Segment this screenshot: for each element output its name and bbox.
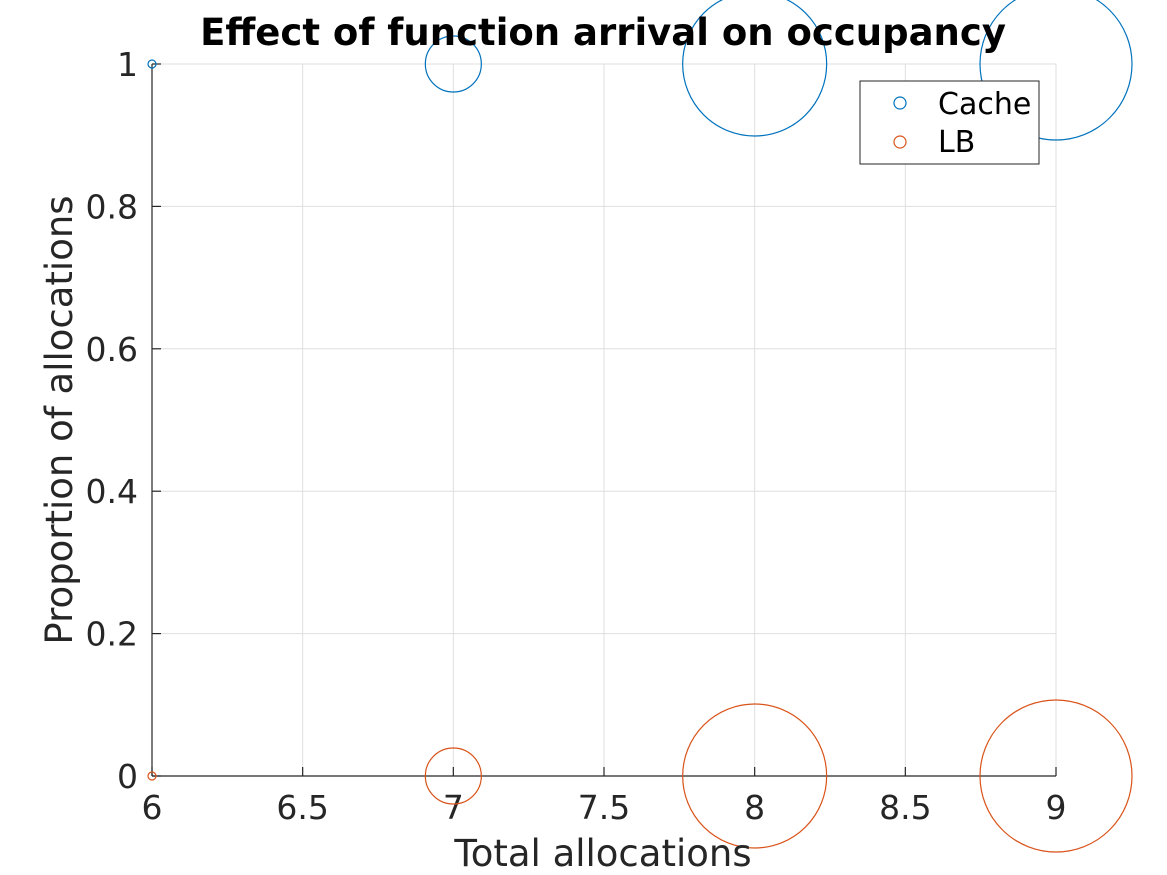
x-axis-label: Total allocations xyxy=(453,832,751,875)
x-tick-label: 6.5 xyxy=(276,788,328,827)
legend-box xyxy=(859,80,1040,165)
x-tick-label: 6 xyxy=(142,788,163,827)
legend-label-cache: Cache xyxy=(938,87,1031,122)
data-point-lb-0 xyxy=(147,771,157,781)
y-tick-label: 0.8 xyxy=(86,187,138,226)
data-marks xyxy=(147,0,1133,853)
y-tick-label: 0.4 xyxy=(86,472,138,511)
x-tick-label: 8 xyxy=(744,788,765,827)
data-point-cache-1 xyxy=(424,35,482,93)
axes xyxy=(151,63,1057,777)
data-point-lb-3 xyxy=(979,699,1133,853)
y-axis-label: Proportion of allocations xyxy=(38,195,81,644)
y-tick-label: 0 xyxy=(117,757,138,796)
data-point-cache-2 xyxy=(682,0,828,137)
grid-lines xyxy=(151,63,1057,777)
y-tick-label: 0.2 xyxy=(86,615,138,654)
x-tick-label: 7 xyxy=(443,788,464,827)
legend-label-lb: LB xyxy=(938,125,975,160)
x-tick-label: 9 xyxy=(1046,788,1067,827)
data-point-lb-2 xyxy=(682,703,828,849)
x-tick-label: 7.5 xyxy=(578,788,630,827)
tick-labels: 6 6.5 7 7.5 8 8.5 9 0 0.2 0.4 0.6 0.8 1 xyxy=(86,45,1067,827)
y-tick-label: 1 xyxy=(117,45,138,84)
data-point-lb-1 xyxy=(424,747,482,805)
data-point-cache-0 xyxy=(147,59,157,69)
legend-marker-cache xyxy=(893,96,907,110)
legend: Cache LB xyxy=(859,80,1040,165)
chart-title: Effect of function arrival on occupancy xyxy=(200,11,1006,54)
legend-marker-lb xyxy=(893,135,907,149)
y-tick-label: 0.6 xyxy=(86,330,138,369)
x-tick-label: 8.5 xyxy=(879,788,931,827)
data-point-cache-3 xyxy=(979,0,1133,141)
